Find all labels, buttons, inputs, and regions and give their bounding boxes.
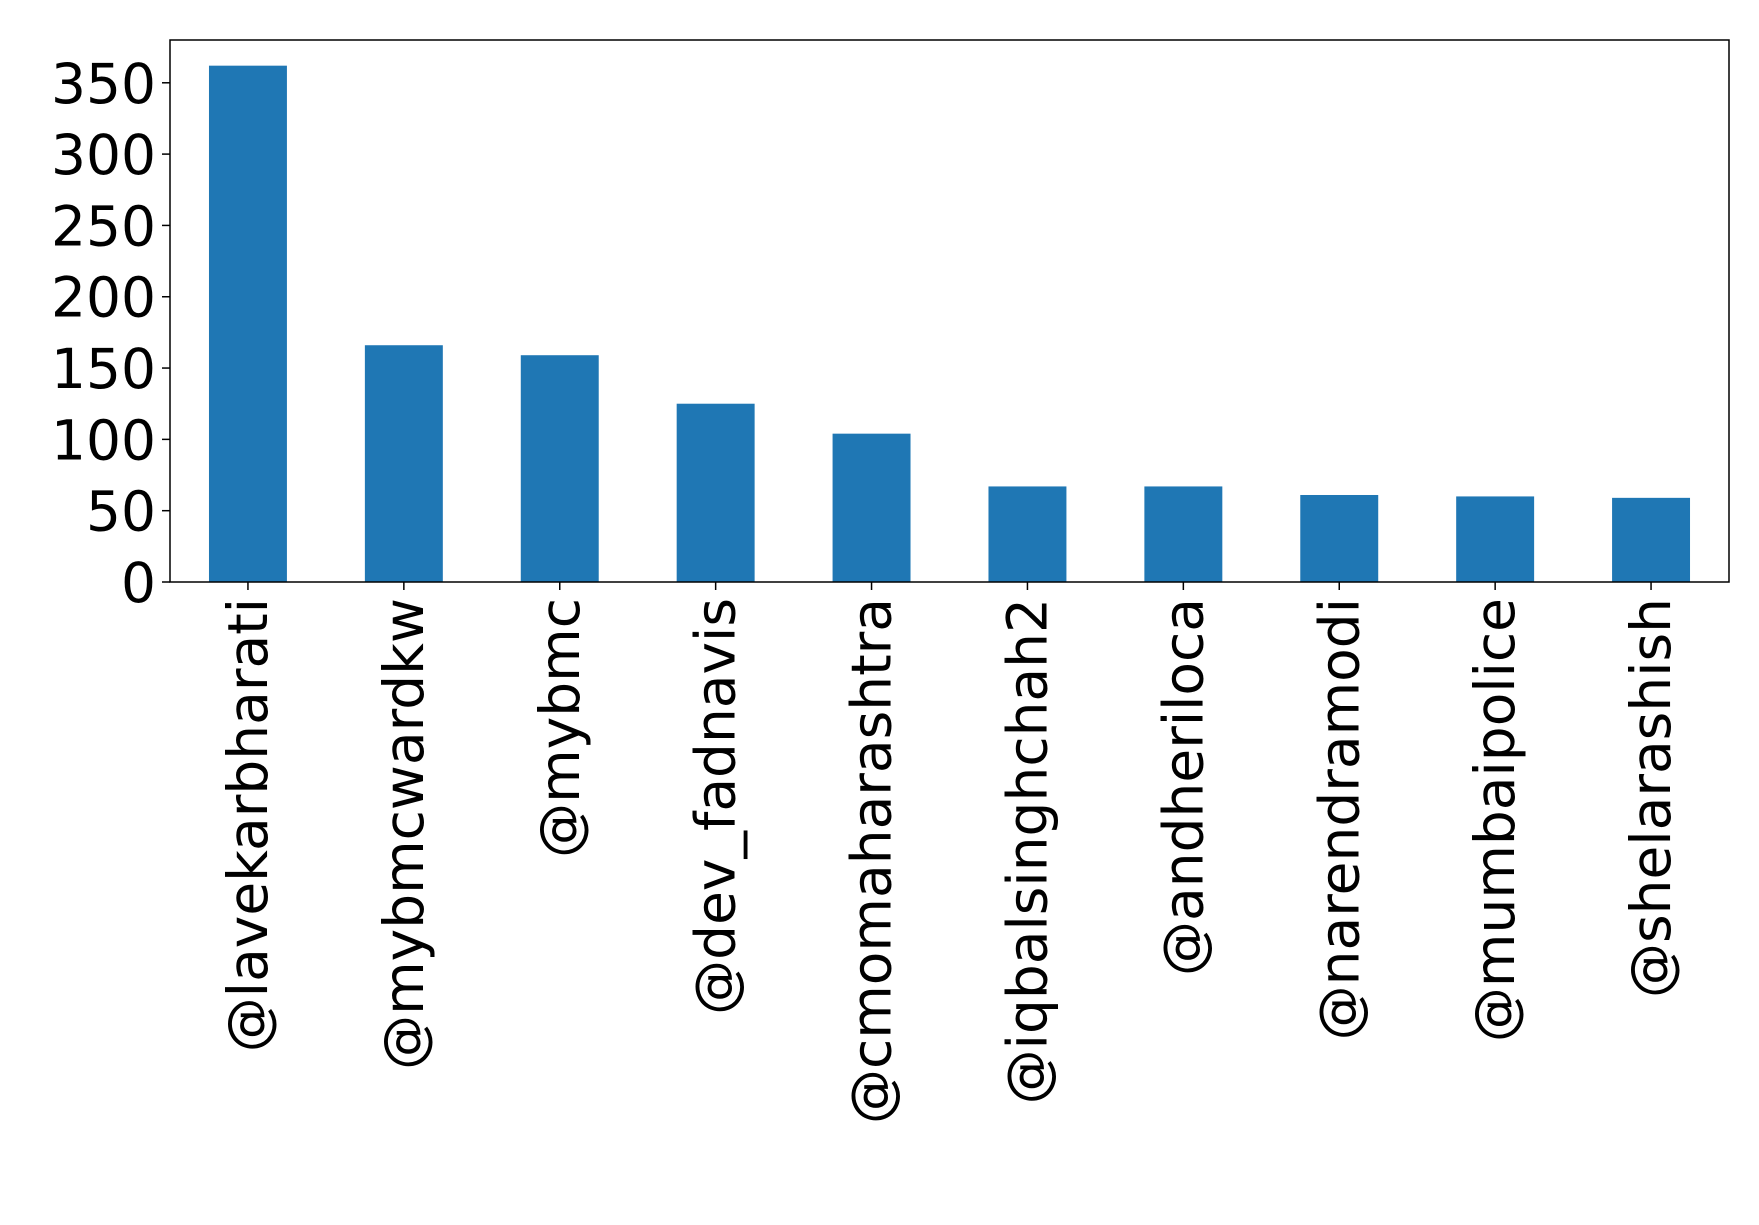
bar-devfadnavis bbox=[676, 403, 755, 582]
bars-group bbox=[208, 65, 1691, 582]
y-tick-label: 0 bbox=[121, 551, 156, 615]
x-tick-label: @narendramodi bbox=[1307, 598, 1371, 1040]
y-tick-label: 250 bbox=[51, 194, 156, 258]
x-tick-label: @iqbalsinghchah2 bbox=[995, 598, 1059, 1104]
x-tick-label: @mybmcwardkw bbox=[372, 598, 436, 1070]
y-tick-label: 150 bbox=[51, 337, 156, 401]
x-tick-label: @lavekarbharati bbox=[216, 598, 280, 1052]
bar-lavekarbharati bbox=[208, 65, 287, 582]
x-tick-label: @mumbaipolice bbox=[1463, 598, 1527, 1042]
y-axis: 0 50 100 150 200 250 300 350 bbox=[51, 52, 170, 615]
bar-mybmcwardkw bbox=[364, 345, 443, 582]
y-tick-label: 50 bbox=[86, 480, 156, 544]
bar-narendramodi bbox=[1300, 494, 1379, 582]
x-tick-label: @mybmc bbox=[528, 598, 592, 858]
bar-iqbalsinghchah2 bbox=[988, 486, 1067, 582]
bar-andheriloca bbox=[1144, 486, 1223, 582]
bar-shelarashish bbox=[1612, 497, 1691, 582]
x-tick-label: @dev_fadnavis bbox=[684, 598, 748, 1015]
x-tick-label: @andheriloca bbox=[1151, 598, 1215, 976]
x-tick-label: @cmomaharashtra bbox=[840, 598, 904, 1124]
plot-frame bbox=[169, 39, 1730, 583]
bar-mybmc bbox=[520, 355, 599, 582]
y-tick-label: 350 bbox=[51, 52, 156, 116]
x-tick-label: @shelarashish bbox=[1619, 598, 1683, 998]
bar-mumbaipolice bbox=[1456, 496, 1535, 582]
bar-cmomaharashtra bbox=[832, 433, 911, 582]
x-axis: @lavekarbharati @mybmcwardkw @mybmc @dev_fa… bbox=[216, 582, 1683, 1124]
y-tick-label: 100 bbox=[51, 408, 156, 472]
y-tick-label: 300 bbox=[51, 123, 156, 187]
y-tick-label: 200 bbox=[51, 266, 156, 330]
